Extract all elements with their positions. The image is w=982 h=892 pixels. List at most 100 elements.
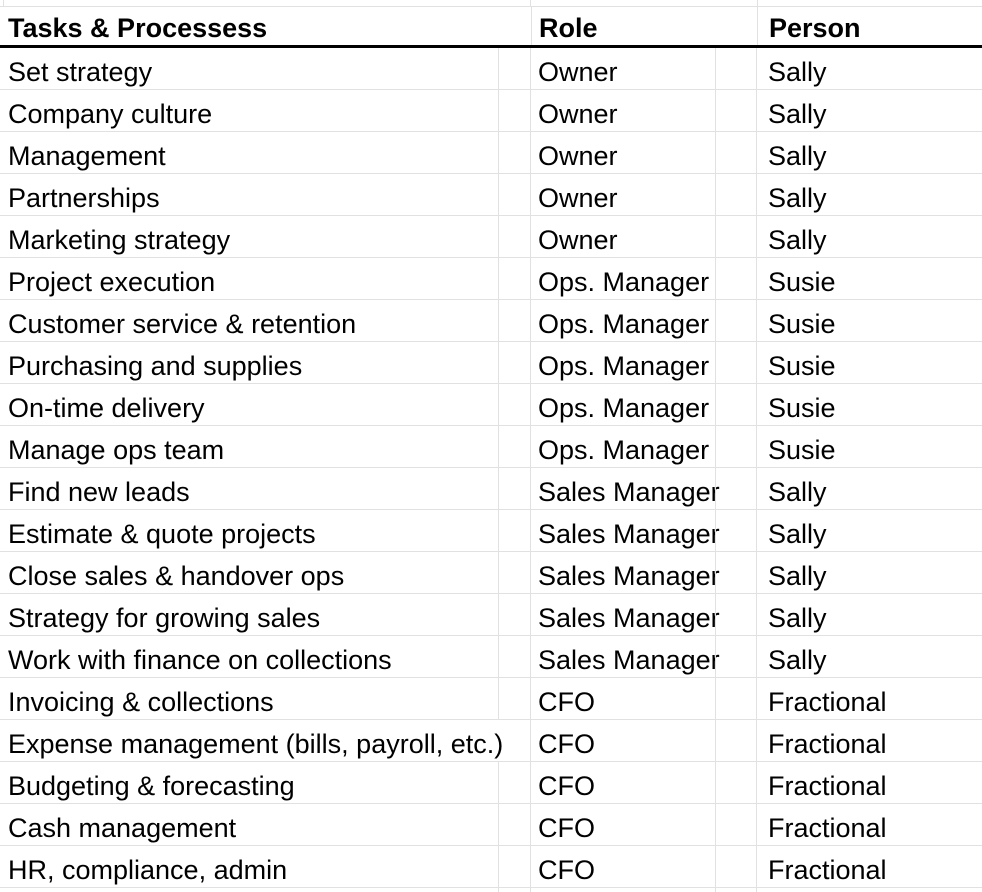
spacer-cell[interactable] bbox=[498, 384, 531, 425]
person-cell[interactable]: Sally bbox=[757, 216, 982, 257]
person-cell[interactable]: Sally bbox=[757, 48, 982, 89]
task-cell[interactable]: Management bbox=[0, 132, 498, 173]
role-cell[interactable]: CFO bbox=[531, 846, 715, 887]
role-cell[interactable]: Sales Manager bbox=[531, 510, 720, 551]
task-cell[interactable]: Project execution bbox=[0, 258, 498, 299]
person-cell[interactable]: Sally bbox=[757, 636, 982, 677]
role-cell[interactable]: Ops. Manager bbox=[531, 258, 715, 299]
person-cell[interactable]: Susie bbox=[757, 384, 982, 425]
role-cell[interactable]: Sales Manager bbox=[531, 552, 720, 593]
spacer-cell[interactable] bbox=[715, 510, 757, 551]
spacer-cell[interactable] bbox=[498, 594, 531, 635]
spacer-cell[interactable] bbox=[715, 426, 757, 467]
task-cell[interactable]: Budgeting & forecasting bbox=[0, 762, 498, 803]
task-cell[interactable]: Set strategy bbox=[0, 48, 498, 89]
role-cell[interactable]: Ops. Manager bbox=[531, 384, 715, 425]
spacer-cell[interactable] bbox=[715, 636, 757, 677]
role-cell[interactable]: CFO bbox=[531, 678, 715, 719]
task-cell[interactable]: Marketing strategy bbox=[0, 216, 498, 257]
spacer-cell[interactable] bbox=[498, 132, 531, 173]
task-cell[interactable]: On-time delivery bbox=[0, 384, 498, 425]
spacer-cell[interactable] bbox=[715, 48, 757, 89]
spacer-cell[interactable] bbox=[498, 636, 531, 677]
spacer-cell[interactable] bbox=[715, 258, 757, 299]
person-cell[interactable]: Susie bbox=[757, 258, 982, 299]
person-cell[interactable]: Fractional bbox=[757, 720, 982, 761]
spacer-cell[interactable] bbox=[498, 300, 531, 341]
person-cell[interactable]: Susie bbox=[757, 300, 982, 341]
spacer-cell[interactable] bbox=[498, 426, 531, 467]
spacer-cell[interactable] bbox=[498, 258, 531, 299]
task-cell[interactable]: Work with finance on collections bbox=[0, 636, 498, 677]
person-cell[interactable]: Fractional bbox=[757, 762, 982, 803]
spacer-cell[interactable] bbox=[715, 552, 757, 593]
person-cell[interactable]: Sally bbox=[757, 468, 982, 509]
spacer-cell[interactable] bbox=[715, 846, 757, 887]
task-cell[interactable]: Manage ops team bbox=[0, 426, 498, 467]
role-cell[interactable]: Ops. Manager bbox=[531, 300, 715, 341]
role-cell[interactable]: Owner bbox=[531, 90, 715, 131]
spacer-cell[interactable] bbox=[715, 300, 757, 341]
spacer-cell[interactable] bbox=[715, 804, 757, 845]
task-cell[interactable]: Customer service & retention bbox=[0, 300, 498, 341]
role-cell[interactable]: Sales Manager bbox=[531, 594, 720, 635]
spacer-cell[interactable] bbox=[715, 720, 757, 761]
role-cell[interactable]: Sales Manager bbox=[531, 636, 720, 677]
person-cell[interactable]: Sally bbox=[757, 174, 982, 215]
spacer-cell[interactable] bbox=[498, 720, 531, 761]
task-cell[interactable]: Expense management (bills, payroll, etc.… bbox=[0, 720, 503, 761]
spacer-cell[interactable] bbox=[715, 594, 757, 635]
person-cell[interactable]: Sally bbox=[757, 132, 982, 173]
role-cell[interactable]: Owner bbox=[531, 216, 715, 257]
spacer-cell[interactable] bbox=[715, 678, 757, 719]
spacer-cell[interactable] bbox=[715, 132, 757, 173]
task-cell[interactable]: Find new leads bbox=[0, 468, 498, 509]
spacer-cell[interactable] bbox=[715, 384, 757, 425]
spacer-cell[interactable] bbox=[498, 846, 531, 887]
role-cell[interactable]: Ops. Manager bbox=[531, 426, 715, 467]
spacer-cell[interactable] bbox=[498, 90, 531, 131]
task-cell[interactable]: Company culture bbox=[0, 90, 498, 131]
spacer-cell[interactable] bbox=[498, 174, 531, 215]
person-cell[interactable]: Fractional bbox=[757, 804, 982, 845]
spacer-cell[interactable] bbox=[715, 342, 757, 383]
role-cell[interactable]: Owner bbox=[531, 132, 715, 173]
task-cell[interactable]: Close sales & handover ops bbox=[0, 552, 498, 593]
spacer-cell[interactable] bbox=[498, 48, 531, 89]
role-cell[interactable]: Sales Manager bbox=[531, 468, 720, 509]
person-cell[interactable]: Sally bbox=[757, 552, 982, 593]
task-cell[interactable]: HR, compliance, admin bbox=[0, 846, 498, 887]
role-cell[interactable]: CFO bbox=[531, 762, 715, 803]
spacer-cell[interactable] bbox=[498, 762, 531, 803]
spacer-cell[interactable] bbox=[498, 216, 531, 257]
person-cell[interactable]: Sally bbox=[757, 594, 982, 635]
task-cell[interactable]: Cash management bbox=[0, 804, 498, 845]
spacer-cell[interactable] bbox=[498, 678, 531, 719]
spacer-cell[interactable] bbox=[715, 216, 757, 257]
person-cell[interactable]: Susie bbox=[757, 342, 982, 383]
spacer-cell[interactable] bbox=[715, 762, 757, 803]
spacer-cell[interactable] bbox=[715, 468, 757, 509]
role-cell[interactable]: CFO bbox=[531, 720, 715, 761]
header-cell-role[interactable]: Role bbox=[531, 7, 757, 45]
role-cell[interactable]: Owner bbox=[531, 174, 715, 215]
header-cell-person[interactable]: Person bbox=[757, 7, 982, 45]
task-cell[interactable]: Estimate & quote projects bbox=[0, 510, 498, 551]
person-cell[interactable]: Fractional bbox=[757, 678, 982, 719]
task-cell[interactable]: Strategy for growing sales bbox=[0, 594, 498, 635]
task-cell[interactable]: Invoicing & collections bbox=[0, 678, 498, 719]
role-cell[interactable]: CFO bbox=[531, 804, 715, 845]
spacer-cell[interactable] bbox=[498, 468, 531, 509]
header-cell-tasks[interactable]: Tasks & Processess bbox=[0, 7, 531, 45]
role-cell[interactable]: Owner bbox=[531, 48, 715, 89]
spacer-cell[interactable] bbox=[715, 174, 757, 215]
spacer-cell[interactable] bbox=[498, 552, 531, 593]
person-cell[interactable]: Fractional bbox=[757, 846, 982, 887]
role-cell[interactable]: Ops. Manager bbox=[531, 342, 715, 383]
spacer-cell[interactable] bbox=[498, 510, 531, 551]
person-cell[interactable]: Sally bbox=[757, 90, 982, 131]
spacer-cell[interactable] bbox=[498, 342, 531, 383]
spacer-cell[interactable] bbox=[498, 804, 531, 845]
task-cell[interactable]: Purchasing and supplies bbox=[0, 342, 498, 383]
spacer-cell[interactable] bbox=[715, 90, 757, 131]
